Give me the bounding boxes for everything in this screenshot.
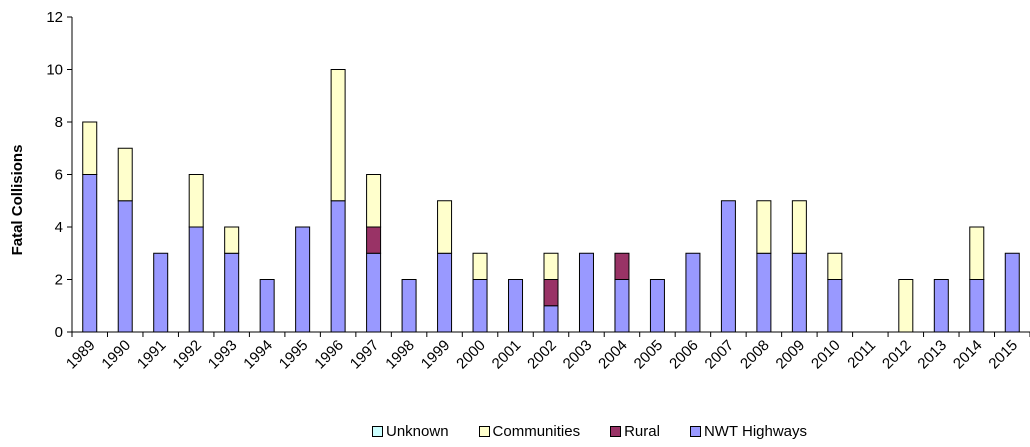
bar-segment-nwt-highways-2015: [1004, 252, 1020, 333]
bar-segment-communities-2014: [969, 226, 985, 280]
x-tick-label-1991: 1991: [134, 337, 170, 373]
bar-segment-rural-2004: [614, 252, 630, 280]
bar-segment-nwt-highways-2009: [791, 252, 807, 333]
x-tick-label-2011: 2011: [844, 337, 879, 372]
x-tick-label-1997: 1997: [347, 337, 383, 373]
x-tick-label-2007: 2007: [702, 337, 738, 373]
bar-segment-communities-2002: [543, 252, 559, 280]
x-tick-label-2009: 2009: [773, 337, 809, 373]
chart-legend: Unknown Communities Rural NWT Highways: [372, 423, 807, 440]
x-tick-label-1993: 1993: [205, 337, 241, 373]
x-tick-label-1994: 1994: [240, 337, 276, 373]
x-tick-label-1999: 1999: [418, 337, 454, 373]
bar-segment-communities-1996: [330, 69, 346, 202]
bar-segment-nwt-highways-1999: [437, 252, 453, 333]
legend-item-nwt-highways: NWT Highways: [689, 423, 808, 440]
bars-layer: [82, 69, 1020, 333]
legend-label: Communities: [492, 423, 581, 440]
y-tick-label-4: 4: [55, 219, 63, 236]
y-tick-label-0: 0: [55, 324, 63, 341]
bar-segment-nwt-highways-2010: [827, 279, 843, 333]
x-tick-label-2005: 2005: [631, 337, 667, 373]
bar-segment-communities-2012: [898, 279, 914, 333]
legend-item-unknown: Unknown: [372, 423, 449, 440]
bar-segment-communities-1997: [366, 174, 382, 228]
x-tick-label-2010: 2010: [808, 337, 844, 373]
y-axis-label: Fatal Collisions: [9, 145, 26, 256]
legend-swatch: [372, 426, 383, 437]
bar-segment-communities-2008: [756, 200, 772, 254]
x-tick-label-1998: 1998: [382, 337, 418, 373]
bar-segment-nwt-highways-1989: [82, 174, 98, 333]
bar-segment-rural-1997: [366, 226, 382, 254]
bar-segment-communities-1992: [188, 174, 204, 228]
legend-swatch: [689, 426, 701, 437]
legend-label: NWT Highways: [703, 423, 808, 440]
x-tick-label-2002: 2002: [524, 337, 560, 373]
bar-segment-communities-2000: [472, 252, 488, 280]
bar-segment-nwt-highways-2013: [933, 279, 949, 333]
legend-swatch: [478, 426, 490, 437]
bar-segment-nwt-highways-2004: [614, 279, 630, 333]
bar-segment-nwt-highways-1998: [401, 279, 417, 333]
x-tick-label-2000: 2000: [453, 337, 489, 373]
legend-label: Unknown: [386, 423, 449, 440]
y-tick-label-2: 2: [55, 272, 63, 289]
bar-segment-communities-2009: [791, 200, 807, 254]
x-tick-label-1992: 1992: [169, 337, 205, 373]
bar-segment-communities-1993: [224, 226, 240, 254]
bar-segment-nwt-highways-1996: [330, 200, 346, 333]
legend-item-communities: Communities: [478, 423, 581, 440]
bar-segment-nwt-highways-2002: [543, 305, 559, 333]
bar-segment-nwt-highways-1994: [259, 279, 275, 333]
bar-segment-communities-1989: [82, 121, 98, 175]
bar-segment-nwt-highways-1995: [295, 226, 311, 333]
x-tick-label-2008: 2008: [737, 337, 773, 373]
y-tick-label-8: 8: [55, 114, 63, 131]
bar-segment-nwt-highways-1992: [188, 226, 204, 333]
bar-segment-nwt-highways-2005: [649, 279, 665, 333]
x-tick-label-2006: 2006: [666, 337, 702, 373]
x-tick-label-2004: 2004: [595, 337, 631, 373]
x-tick-label-1995: 1995: [276, 337, 312, 373]
bar-segment-nwt-highways-1990: [117, 200, 133, 333]
x-tick-label-2003: 2003: [560, 337, 596, 373]
x-tick-label-2015: 2015: [985, 337, 1021, 373]
bar-segment-rural-2002: [543, 279, 559, 307]
bar-segment-communities-2010: [827, 252, 843, 280]
bar-segment-nwt-highways-1997: [366, 252, 382, 333]
bar-segment-nwt-highways-2000: [472, 279, 488, 333]
x-tick-label-2012: 2012: [879, 337, 915, 373]
bar-segment-nwt-highways-1991: [153, 252, 169, 333]
bar-segment-nwt-highways-2001: [508, 279, 524, 333]
bar-segment-nwt-highways-2008: [756, 252, 772, 333]
x-tick-label-2014: 2014: [950, 337, 986, 373]
legend-label: Rural: [624, 423, 660, 440]
bar-segment-nwt-highways-2014: [969, 279, 985, 333]
x-tick-label-1990: 1990: [98, 337, 134, 373]
x-tick-label-1996: 1996: [311, 337, 347, 373]
y-tick-label-12: 12: [46, 9, 63, 26]
bar-segment-nwt-highways-1993: [224, 252, 240, 333]
x-tick-label-1989: 1989: [63, 337, 99, 373]
legend-item-rural: Rural: [610, 423, 660, 440]
bar-segment-communities-1990: [117, 147, 133, 202]
bar-segment-nwt-highways-2007: [720, 200, 736, 333]
bar-segment-communities-1999: [437, 200, 453, 254]
legend-swatch: [610, 426, 622, 437]
bar-segment-nwt-highways-2003: [578, 252, 594, 333]
x-tick-label-2001: 2001: [489, 337, 525, 373]
y-tick-label-6: 6: [55, 167, 63, 184]
bar-segment-nwt-highways-2006: [685, 252, 701, 333]
x-tick-label-2013: 2013: [915, 337, 951, 373]
y-tick-label-10: 10: [46, 62, 63, 79]
